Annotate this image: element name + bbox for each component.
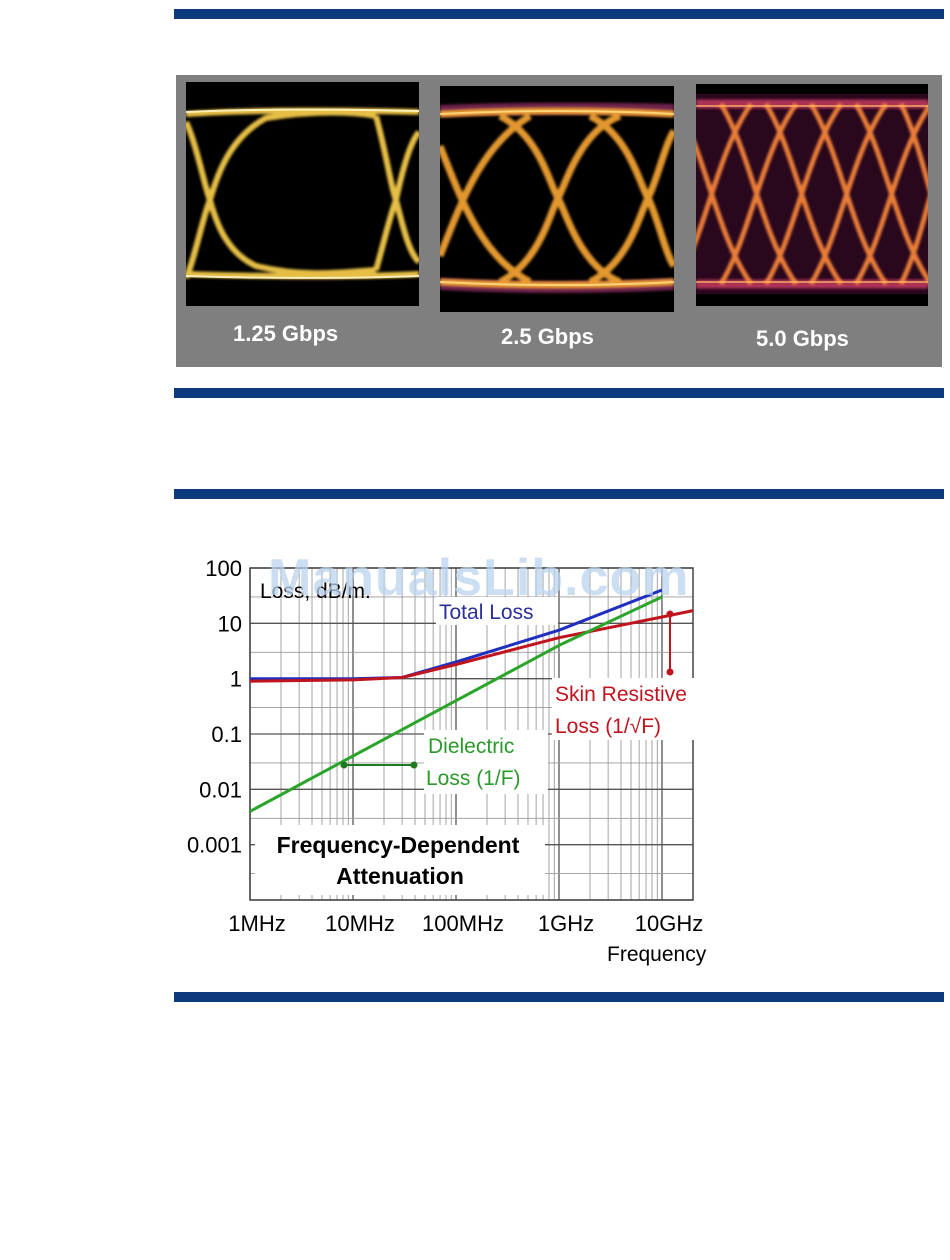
- total-loss-label-bg: [436, 597, 558, 625]
- eye-section-bottom-rule: [174, 388, 944, 398]
- skin-loss-pointer-dot-bottom: [666, 668, 674, 676]
- dielectric-label-line-1: Dielectric: [428, 735, 514, 758]
- skin-loss-label-line-1: Skin Resistive: [555, 683, 687, 706]
- chart-series: [249, 588, 694, 813]
- skin-loss-label-line-2: Loss (1/√F): [555, 715, 661, 738]
- chart-section-top-rule: [174, 489, 944, 499]
- attenuation-chart: 100 10 1 0.1 0.01 0.001 1MHz 10MHz 100MHz 1GHz 10G…: [187, 556, 732, 966]
- x-axis-label: Frequency: [607, 943, 707, 966]
- top-rule: [174, 9, 944, 19]
- x-tick-label: 10MHz: [325, 911, 395, 936]
- x-tick-label: 1MHz: [228, 911, 285, 936]
- y-tick-label: 0.1: [211, 722, 242, 747]
- chart-title-background: [255, 825, 545, 895]
- dielectric-label-bg: [424, 730, 548, 794]
- eye-diagram-panel: 1.25 Gbps: [176, 75, 942, 367]
- x-tick-label: 10GHz: [635, 911, 703, 936]
- y-tick-label: 100: [205, 556, 242, 581]
- chart-title-line-1: Frequency-Dependent: [277, 832, 520, 858]
- eye-diagram-2-5: [440, 86, 674, 312]
- chart-tick-labels: 100 10 1 0.1 0.01 0.001 1MHz 10MHz 100MHz 1GHz 10G…: [187, 556, 703, 936]
- y-tick-label: 0.001: [187, 833, 242, 858]
- eye-label-1: 1.25 Gbps: [233, 321, 339, 346]
- dielectric-label-line-2: Loss (1/F): [426, 767, 521, 790]
- total-loss-label: Total Loss: [439, 601, 534, 624]
- eye-diagram-5-0: [696, 84, 928, 306]
- x-tick-label: 1GHz: [538, 911, 594, 936]
- y-axis-label: Loss, dB/m.: [260, 580, 371, 603]
- eye-pattern-1: [186, 107, 419, 280]
- eye-label-3: 5.0 Gbps: [756, 326, 849, 351]
- eye-pattern-3: [696, 94, 928, 294]
- eye-diagram-1-25: [186, 82, 419, 306]
- y-tick-label: 0.01: [199, 777, 242, 802]
- y-tick-label: 1: [230, 667, 242, 692]
- skin-loss-pointer-dot-top: [666, 610, 674, 618]
- dielectric-pointer-dot-right: [410, 761, 418, 769]
- eye-label-2: 2.5 Gbps: [501, 324, 594, 349]
- chart-title-line-2: Attenuation: [336, 863, 464, 889]
- dielectric-pointer-dot-left: [340, 761, 348, 769]
- chart-section-bottom-rule: [174, 992, 944, 1002]
- x-tick-label: 100MHz: [422, 911, 504, 936]
- watermark: ManualsLib.com: [268, 549, 690, 607]
- series-line-skin-loss: [249, 609, 694, 683]
- y-tick-label: 10: [218, 611, 242, 636]
- skin-loss-label-bg: [552, 678, 732, 740]
- series-line-dielectric-loss: [249, 595, 663, 813]
- eye-pattern-2: [440, 102, 674, 293]
